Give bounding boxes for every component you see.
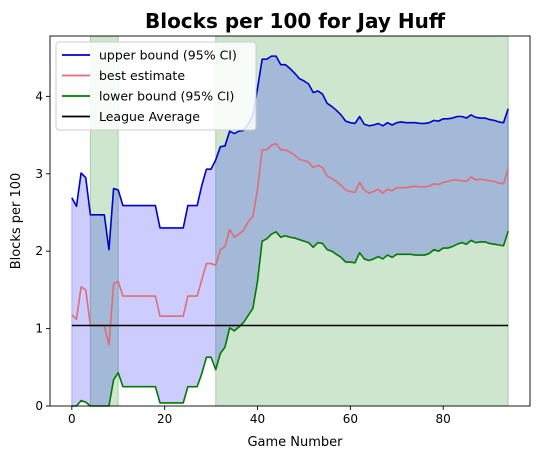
legend-label-best: best estimate	[99, 68, 185, 83]
y-tick-label-1: 1	[35, 322, 43, 336]
legend-box	[55, 41, 257, 131]
x-tick-label-40: 40	[250, 412, 265, 426]
y-tick-label-0: 0	[35, 399, 43, 413]
series-line-best	[71, 142, 509, 346]
plot-area: 0 20 40 60 80 0 1 2 3 4	[35, 35, 531, 426]
shaded-span-2	[215, 35, 509, 407]
legend-label-league: League Average	[99, 109, 200, 124]
y-axis-label: Blocks per 100	[9, 173, 24, 270]
x-axis-label: Game Number	[247, 435, 343, 450]
series-line-upper	[71, 55, 509, 251]
x-tick-label-80: 80	[436, 412, 451, 426]
legend: upper bound (95% CI) best estimate lower b…	[55, 41, 257, 131]
chart-title: Blocks per 100 for Jay Huff	[145, 9, 446, 33]
plot-frame	[49, 35, 531, 407]
legend-label-lower: lower bound (95% CI)	[99, 89, 234, 104]
y-tick-label-3: 3	[35, 167, 43, 181]
y-tick-label-2: 2	[35, 244, 43, 258]
x-tick-label-60: 60	[343, 412, 358, 426]
x-tick-label-0: 0	[68, 412, 76, 426]
series-line-lower	[71, 230, 509, 407]
legend-label-upper: upper bound (95% CI)	[99, 48, 237, 63]
x-tick-label-20: 20	[157, 412, 172, 426]
y-tick-label-4: 4	[35, 89, 43, 103]
